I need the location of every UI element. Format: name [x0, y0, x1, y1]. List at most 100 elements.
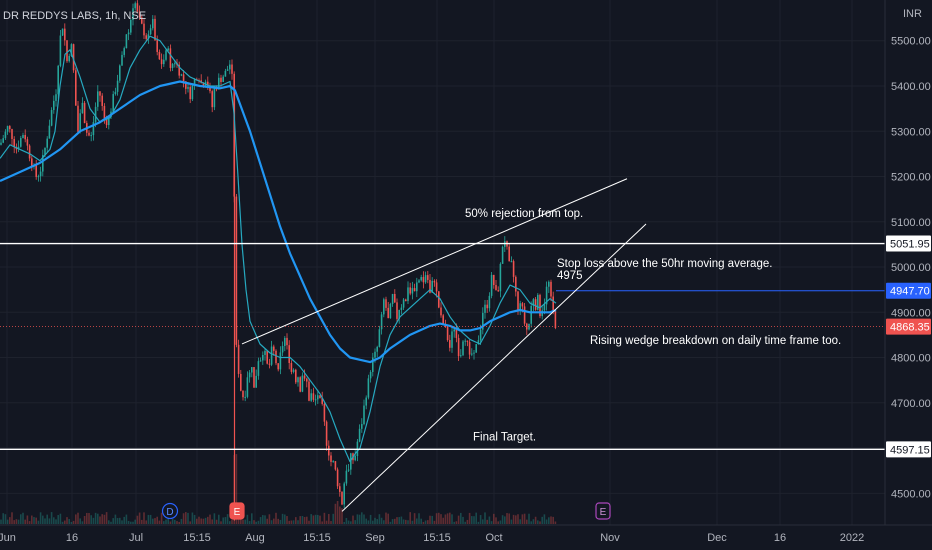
volume-bar	[372, 520, 374, 524]
volume-bar	[506, 513, 508, 524]
volume-bar	[169, 521, 172, 524]
candle-body	[125, 34, 128, 49]
trendline[interactable]	[241, 178, 628, 345]
candle-body	[20, 138, 22, 147]
volume-bar	[50, 512, 53, 524]
volume-bar	[515, 515, 517, 524]
candle-body	[339, 486, 341, 492]
earnings-marker[interactable]	[229, 502, 245, 520]
volume-bar	[347, 520, 350, 524]
time-tick-label: Oct	[485, 532, 502, 544]
candle-body	[457, 338, 460, 357]
volume-bar	[435, 513, 438, 524]
volume-bar	[253, 520, 255, 524]
volume-bar	[532, 519, 535, 524]
volume-bar	[310, 514, 312, 524]
candle-body	[75, 70, 77, 106]
volume-bar	[301, 515, 304, 524]
volume-bar	[127, 520, 130, 524]
volume-bar	[11, 512, 13, 524]
volume-bar	[554, 521, 557, 524]
candle-body	[83, 102, 86, 124]
volume-bar	[114, 514, 117, 524]
price-axis[interactable]: 4500.004600.004700.004800.004900.005000.…	[891, 36, 931, 501]
candle-body	[165, 50, 167, 60]
volume-bar	[475, 512, 477, 524]
candle-body	[156, 40, 158, 52]
volume-bar	[457, 515, 460, 524]
earnings-marker[interactable]	[595, 502, 611, 520]
candle-body	[68, 55, 70, 62]
volume-bar	[534, 516, 537, 524]
price-badge	[886, 318, 931, 335]
price-axis-panel[interactable]	[885, 0, 932, 525]
trendline[interactable]	[341, 223, 647, 512]
candle-body	[416, 282, 418, 292]
price-tick-label: 5200.00	[891, 172, 931, 184]
dividend-marker[interactable]	[161, 502, 179, 520]
candle-body	[321, 398, 323, 404]
volume-bar	[248, 521, 251, 524]
volume-bar	[81, 521, 84, 524]
volume-bar	[99, 516, 101, 524]
candle-body	[517, 291, 519, 310]
candle-body	[17, 146, 20, 150]
candlesticks	[0, 0, 557, 521]
candle-body	[418, 280, 420, 283]
candle-body	[424, 275, 427, 283]
candle-body	[515, 276, 517, 292]
candle-body	[499, 263, 502, 292]
candle-body	[479, 329, 482, 341]
volume-bar	[462, 516, 464, 524]
candle-body	[453, 329, 455, 332]
volume-bar	[548, 517, 550, 524]
event-marker-label: D	[166, 507, 173, 518]
candle-body	[295, 369, 297, 383]
volume-bar	[48, 518, 51, 524]
volume-bar	[125, 514, 128, 524]
volume-bar	[182, 513, 185, 524]
candle-body	[429, 279, 431, 293]
candle-body	[167, 48, 169, 51]
volume-bar	[440, 514, 442, 524]
annotation-text: Stop loss above the 50hr moving average.	[557, 258, 772, 270]
volume-bar	[141, 519, 143, 524]
candle-body	[532, 299, 535, 306]
volume-bar	[306, 516, 308, 524]
volume-bar	[367, 520, 370, 524]
trendlines	[241, 178, 647, 512]
candle-body	[510, 261, 513, 263]
candle-body	[334, 461, 337, 470]
volume-bar	[176, 521, 178, 524]
volume-bar	[255, 521, 257, 524]
time-tick-label: 15:15	[183, 532, 211, 544]
candle-body	[64, 28, 66, 41]
time-tick-label: 16	[66, 532, 78, 544]
volume-bar	[28, 521, 31, 524]
ma-short-line	[0, 35, 557, 463]
volume-bar	[240, 517, 242, 524]
volume-bar	[215, 519, 218, 524]
volume-bar	[473, 516, 475, 524]
candle-body	[323, 403, 326, 422]
volume-bar	[138, 512, 141, 524]
volume-bar	[94, 512, 97, 524]
time-axis[interactable]: Jun 16 Jul 15:15 Aug 15:15 Sep 15:15 Oct Nov Dec 16…	[0, 532, 864, 544]
candle-body	[431, 280, 433, 293]
volume-bar	[68, 519, 70, 524]
volume-bar	[281, 513, 284, 524]
volume-bar	[341, 508, 343, 524]
candle-body	[378, 329, 381, 347]
candle-body	[495, 285, 497, 291]
time-tick-label: Dec	[707, 532, 727, 544]
volume-bar	[374, 517, 376, 524]
volume-bar	[319, 515, 321, 524]
volume-bar	[286, 516, 288, 524]
candle-body	[361, 424, 363, 429]
candle-body	[61, 28, 64, 36]
volume-bar	[42, 515, 44, 524]
event-marker-label: E	[600, 507, 607, 518]
